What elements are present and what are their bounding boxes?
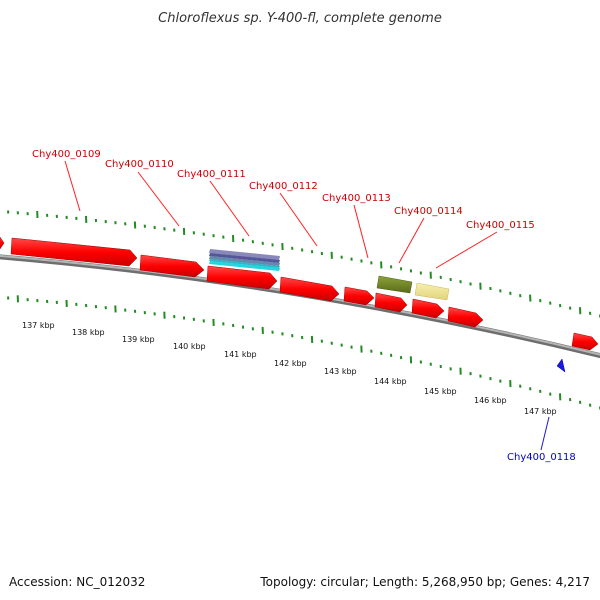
topology-text: Topology: circular; Length: 5,268,950 bp… [259,575,590,589]
kbp-label: 146 kbp [474,396,507,405]
feature-0111-stack[interactable] [209,249,280,271]
gene-label-0109[interactable]: Chy400_0109 [32,149,101,160]
kbp-label: 137 kbp [22,321,55,330]
kbp-scale-labels: 137 kbp 138 kbp 139 kbp 140 kbp 141 kbp … [22,321,557,416]
genome-backbone [0,254,600,359]
gene-label-0115[interactable]: Chy400_0115 [466,220,535,231]
inner-tick-ring [7,295,600,410]
gene-label-0114[interactable]: Chy400_0114 [394,206,463,217]
gene-label-0110[interactable]: Chy400_0110 [105,159,174,170]
feature-0113-olive[interactable] [376,275,413,294]
gene-arrow-left-edge[interactable] [0,236,5,250]
kbp-label: 145 kbp [424,387,457,396]
gene-arrow-0114b[interactable] [374,292,408,313]
kbp-label: 141 kbp [224,350,257,359]
gene-arrow-0109[interactable] [10,237,138,267]
forward-genes [0,236,599,351]
label-leaders [64,160,550,451]
gene-arrow-0113[interactable] [279,276,340,302]
gene-arrow-0118-reverse[interactable] [556,358,566,373]
kbp-label: 144 kbp [374,377,407,386]
gene-arrow-0115a[interactable] [411,298,445,319]
gene-arrow-0112[interactable] [206,265,278,290]
outer-tick-ring [7,210,600,318]
rna-features [209,249,450,301]
map-title: Chloroflexus sp. Y-400-fl, complete geno… [158,11,442,26]
gene-arrow-0115b[interactable] [447,306,484,328]
gene-label-0111[interactable]: Chy400_0111 [177,169,246,180]
gene-label-0113[interactable]: Chy400_0113 [322,193,391,204]
gene-arrow-0114a[interactable] [343,286,375,306]
accession-text: Accession: NC_012032 [9,575,145,589]
gene-label-0112[interactable]: Chy400_0112 [249,181,318,192]
kbp-label: 139 kbp [122,335,155,344]
gene-labels: Chy400_0109 Chy400_0110 Chy400_0111 Chy4… [32,149,576,463]
kbp-label: 147 kbp [524,407,557,416]
gene-arrow-right-edge[interactable] [571,332,599,351]
feature-0114-khaki[interactable] [414,282,450,301]
gene-label-0118[interactable]: Chy400_0118 [507,452,576,463]
gene-arrow-0110[interactable] [139,254,205,278]
kbp-label: 140 kbp [173,342,206,351]
kbp-label: 138 kbp [72,328,105,337]
kbp-label: 142 kbp [274,359,307,368]
kbp-label: 143 kbp [324,367,357,376]
